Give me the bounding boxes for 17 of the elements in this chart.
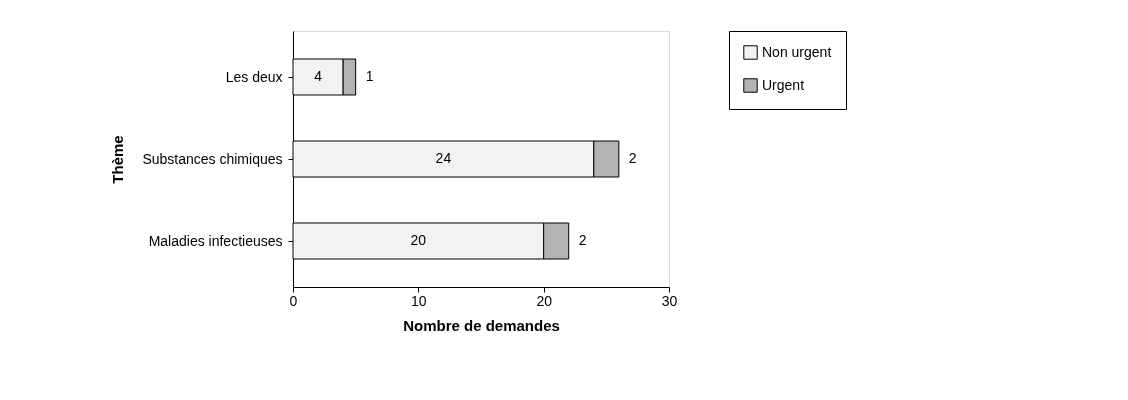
y-axis-title: Thème	[109, 135, 127, 184]
data-label: 2	[578, 232, 587, 248]
x-tick-label: 30	[661, 292, 678, 309]
legend-label: Urgent	[762, 76, 805, 93]
data-label: 4	[314, 68, 323, 84]
data-label: 1	[365, 68, 374, 84]
y-tick-label: Maladies infectieuses	[148, 232, 283, 249]
x-tick-label: 0	[289, 292, 298, 309]
x-tick-label: 10	[411, 292, 427, 309]
x-tick-label: 20	[536, 292, 553, 309]
data-label: 24	[435, 150, 452, 166]
data-label: 20	[410, 232, 427, 248]
data-label: 2	[628, 150, 637, 166]
legend-label: Non urgent	[762, 43, 832, 60]
x-axis-title: Nombre de demandes	[403, 316, 560, 334]
y-tick-label: Substances chimiques	[142, 150, 283, 167]
y-tick-label: Les deux	[225, 68, 283, 85]
